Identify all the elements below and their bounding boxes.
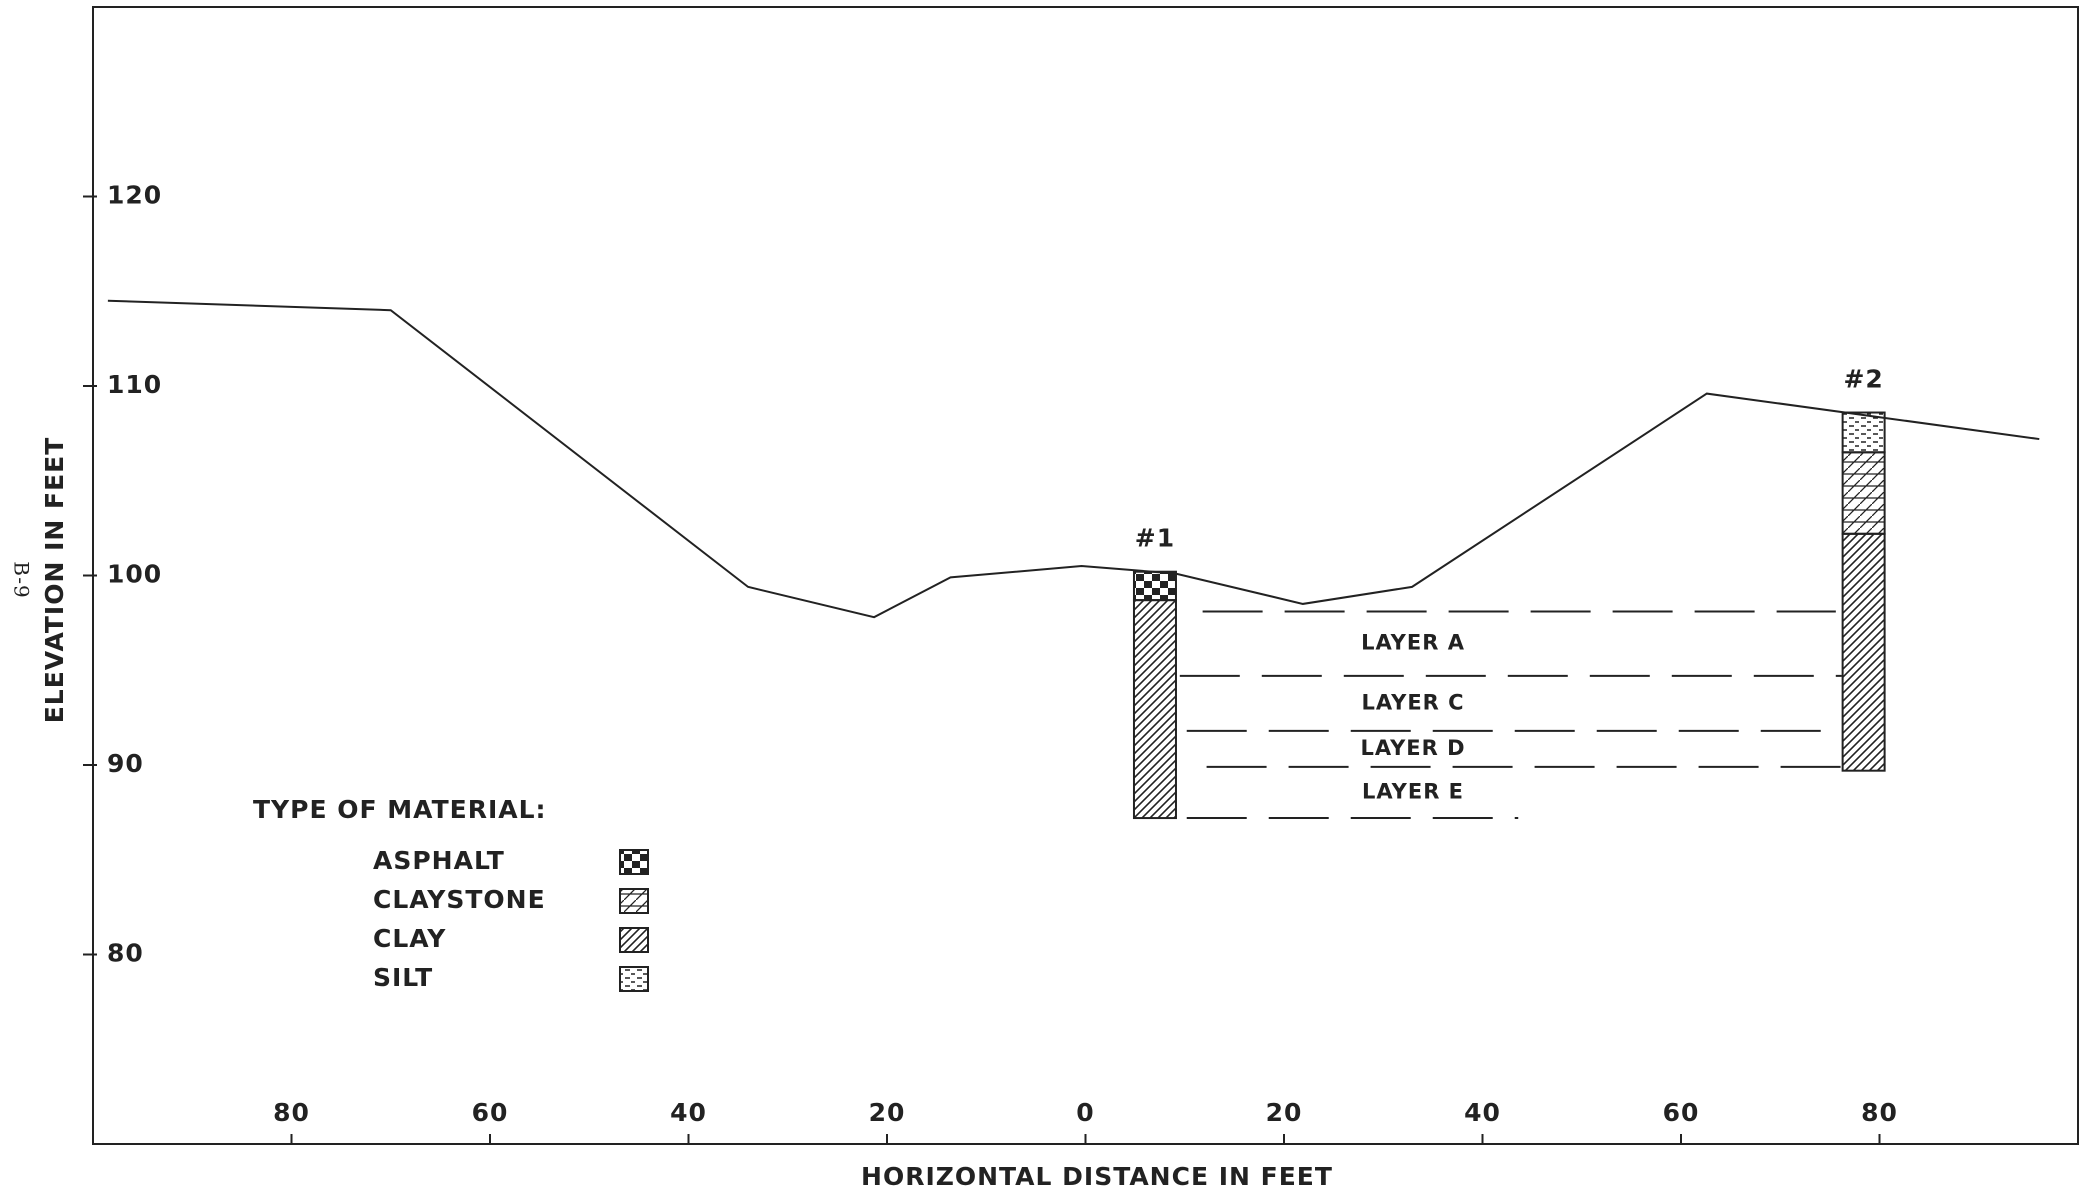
borehole-segment	[1843, 534, 1885, 771]
legend-label: SILT	[373, 963, 433, 992]
y-tick-label: 80	[107, 939, 144, 968]
chart: B-9 ELEVATION IN FEET HORIZONTAL DISTANC…	[0, 0, 2086, 1197]
x-tick-label: 60	[472, 1098, 509, 1127]
x-tick-label: 80	[1861, 1098, 1898, 1127]
page: B-9 ELEVATION IN FEET HORIZONTAL DISTANC…	[0, 0, 2086, 1197]
legend-swatch	[620, 850, 648, 874]
x-tick-label: 40	[670, 1098, 707, 1127]
borehole-label: #2	[1843, 365, 1883, 394]
layer-label: LAYER E	[1362, 779, 1464, 803]
legend-label: CLAY	[373, 924, 446, 953]
x-tick-label: 60	[1663, 1098, 1700, 1127]
x-tick-label: 20	[1266, 1098, 1303, 1127]
y-tick-label: 120	[107, 181, 162, 210]
borehole-segment	[1134, 600, 1176, 818]
borehole-segment	[1134, 572, 1176, 600]
layer-label: LAYER A	[1361, 631, 1465, 655]
x-tick-label: 40	[1464, 1098, 1501, 1127]
x-tick-label: 80	[273, 1098, 310, 1127]
legend-swatch	[620, 889, 648, 913]
legend-title: TYPE OF MATERIAL:	[253, 795, 547, 824]
borehole-segment	[1843, 452, 1885, 533]
y-axis-label: ELEVATION IN FEET	[40, 437, 69, 724]
x-tick-label: 20	[869, 1098, 906, 1127]
legend-label: ASPHALT	[373, 846, 505, 875]
layer-label: LAYER D	[1360, 736, 1465, 760]
y-tick-label: 100	[107, 560, 162, 589]
borehole-label: #1	[1135, 524, 1175, 553]
layer-label: LAYER C	[1361, 690, 1464, 714]
x-tick-label: 0	[1076, 1098, 1094, 1127]
ground-profile	[108, 301, 2039, 617]
borehole-segment	[1843, 413, 1885, 453]
legend-swatch	[620, 967, 648, 991]
legend-label: CLAYSTONE	[373, 885, 546, 914]
legend-swatch	[620, 928, 648, 952]
y-tick-label: 90	[107, 749, 144, 778]
y-tick-label: 110	[107, 370, 162, 399]
x-axis-label: HORIZONTAL DISTANCE IN FEET	[861, 1162, 1333, 1191]
page-number: B-9	[10, 561, 34, 599]
